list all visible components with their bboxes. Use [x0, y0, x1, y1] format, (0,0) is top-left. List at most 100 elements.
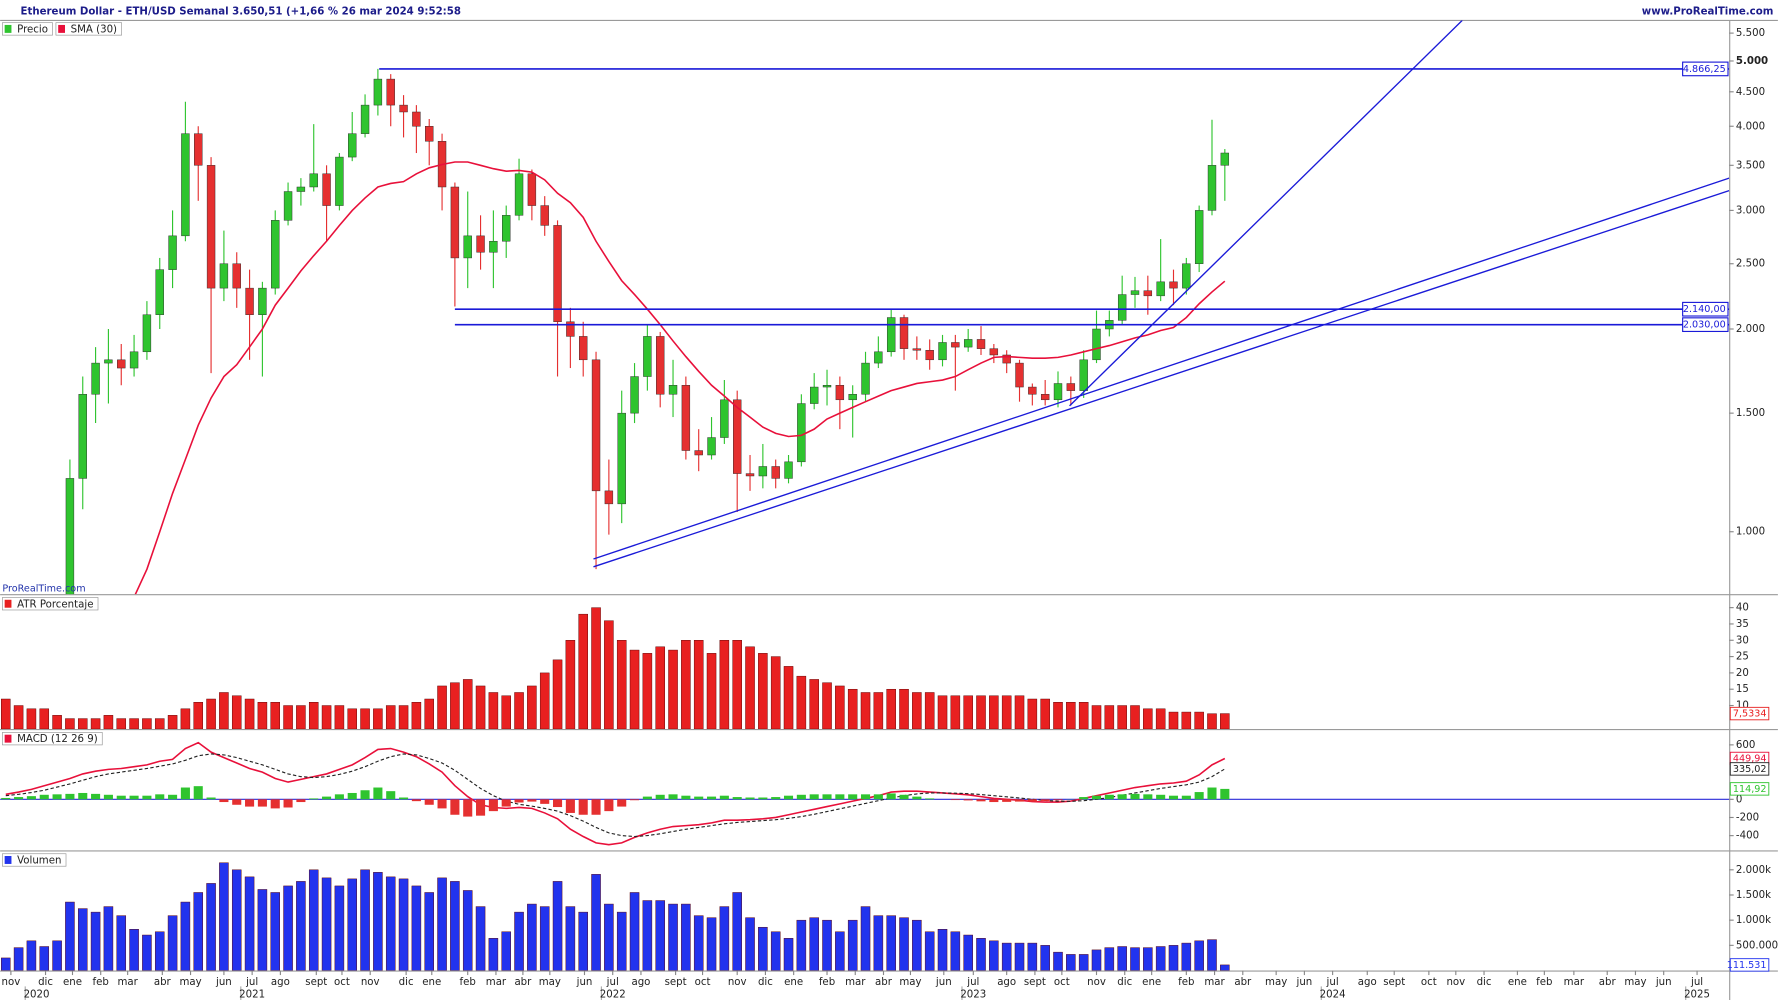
- histogram-bar: [1, 797, 11, 800]
- bar: [77, 718, 88, 730]
- candle-body: [399, 104, 408, 113]
- y-tick-label: 3.500: [1736, 160, 1765, 171]
- histogram-bar: [155, 794, 165, 800]
- trendline: [593, 177, 1730, 560]
- histogram-bar: [694, 796, 704, 800]
- bar: [899, 917, 909, 971]
- bar: [924, 692, 935, 730]
- bar: [385, 705, 396, 730]
- histogram-bar: [912, 796, 922, 800]
- bar: [796, 919, 807, 971]
- histogram-bar: [257, 799, 267, 807]
- x-tick-label: dic: [1117, 977, 1132, 988]
- bar: [642, 653, 653, 730]
- candle-body: [1130, 290, 1140, 295]
- bar: [912, 919, 922, 971]
- indicator-line: [134, 161, 1226, 595]
- candle-body: [489, 240, 498, 253]
- bar: [154, 931, 165, 971]
- candle-body: [579, 336, 588, 361]
- bar: [1040, 698, 1050, 730]
- bar: [283, 885, 293, 971]
- candle-body: [835, 385, 845, 401]
- legend-box: [2, 597, 99, 611]
- bar: [219, 862, 229, 971]
- bar: [193, 702, 204, 730]
- candle-body: [720, 399, 729, 438]
- bar: [1117, 705, 1127, 730]
- x-tick-label: oct: [1421, 977, 1437, 988]
- candle-body: [1156, 281, 1165, 297]
- histogram-bar: [655, 794, 665, 800]
- histogram-bar: [1156, 794, 1166, 800]
- bar: [65, 718, 75, 730]
- histogram-bar: [65, 793, 75, 800]
- x-tick-label: dic: [758, 977, 773, 988]
- bar: [501, 695, 511, 730]
- histogram-bar: [450, 799, 460, 815]
- candle-body: [245, 287, 254, 315]
- bar: [1117, 946, 1127, 971]
- histogram-bar: [1117, 794, 1127, 800]
- histogram-bar: [193, 786, 203, 800]
- bar: [1207, 713, 1217, 730]
- histogram-bar: [758, 797, 768, 800]
- x-tick-label: abr: [1599, 977, 1617, 988]
- legend-label: ATR Porcentaje: [17, 599, 93, 610]
- histogram-bar: [732, 797, 742, 800]
- candle-body: [514, 173, 524, 216]
- bar: [1001, 942, 1012, 971]
- bar: [398, 878, 409, 971]
- histogram-bar: [39, 794, 49, 800]
- histogram-bar: [1091, 795, 1102, 800]
- bar: [244, 876, 255, 971]
- candle-body: [745, 473, 755, 477]
- candle-body: [348, 133, 357, 158]
- bar: [873, 915, 884, 971]
- legend-box: [2, 853, 67, 867]
- histogram-bar: [386, 791, 396, 800]
- candle-body: [463, 235, 472, 259]
- bar: [90, 718, 101, 730]
- candle-body: [335, 156, 344, 206]
- site-link[interactable]: www.ProRealTime.com: [1642, 6, 1774, 17]
- x-tick-label: feb: [1536, 977, 1552, 988]
- bar: [270, 702, 280, 730]
- candle-body: [938, 342, 947, 361]
- candle-body: [271, 220, 280, 289]
- plot-area: [65, 20, 1730, 595]
- x-tick-label: abr: [514, 977, 532, 988]
- bar: [1143, 708, 1153, 730]
- last-value-tag: [1729, 782, 1770, 796]
- bar: [1130, 705, 1140, 730]
- bar: [873, 692, 884, 730]
- x-tick-label: ago: [997, 977, 1016, 988]
- trendline: [1069, 20, 1463, 407]
- histogram-bar: [142, 795, 152, 800]
- histogram-bar: [1143, 794, 1153, 800]
- bar: [206, 883, 216, 971]
- histogram-bar: [822, 794, 832, 800]
- candle-body: [283, 191, 293, 221]
- level-tag: [1682, 61, 1729, 77]
- histogram-bar: [1053, 799, 1063, 801]
- legend-swatch: [4, 856, 12, 864]
- x-tick-label: ago: [631, 977, 650, 988]
- candle-body: [874, 351, 883, 364]
- bar: [591, 607, 601, 730]
- candle-body: [1220, 152, 1230, 166]
- year-label: 2025: [1684, 989, 1710, 1000]
- bar: [26, 708, 37, 730]
- bar: [0, 698, 11, 730]
- y-tick-label: 0: [1736, 794, 1742, 805]
- bar: [398, 705, 409, 730]
- candle-body: [168, 235, 177, 270]
- bar: [488, 938, 499, 971]
- bar: [1181, 942, 1192, 971]
- bar: [13, 947, 24, 971]
- bar: [347, 878, 357, 971]
- legend-swatch: [4, 599, 12, 608]
- bar: [1027, 942, 1038, 971]
- candle-body: [707, 437, 716, 456]
- bar: [1130, 947, 1140, 971]
